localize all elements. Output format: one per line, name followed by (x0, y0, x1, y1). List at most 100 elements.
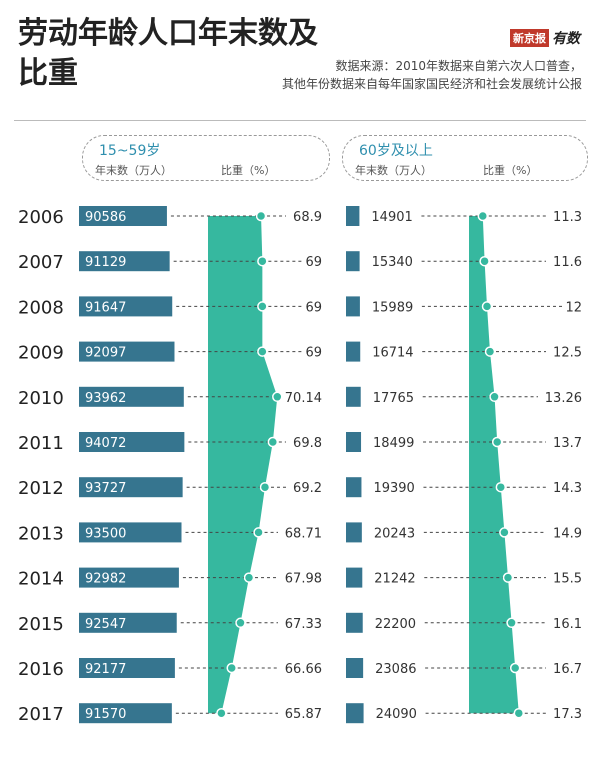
year-label-2006: 2006 (18, 207, 64, 228)
share-area-working-age (208, 216, 278, 714)
share-label-working-age-2017: 65.87 (285, 707, 322, 722)
count-label-elderly-2010: 17765 (373, 391, 414, 406)
share-point-elderly-2010 (489, 391, 500, 403)
group-title-elderly: 60岁及以上 (359, 143, 433, 159)
count-bar-elderly-2012 (346, 477, 362, 498)
count-bar-working-age-2017 (79, 703, 172, 724)
share-label-elderly-2007: 11.6 (553, 255, 582, 270)
count-label-elderly-2006: 14901 (371, 210, 412, 225)
count-bar-working-age-2011 (79, 432, 185, 452)
share-label-elderly-2016: 16.7 (553, 662, 582, 677)
share-label-elderly-2006: 11.3 (553, 210, 582, 225)
count-label-elderly-2007: 15340 (372, 255, 413, 270)
year-label-2012: 2012 (18, 478, 64, 499)
share-point-working-age-2016 (226, 662, 237, 674)
count-bar-working-age-2016 (79, 658, 175, 678)
share-label-elderly-2017: 17.3 (553, 707, 582, 722)
share-point-working-age-2010 (272, 391, 283, 403)
share-label-elderly-2014: 15.5 (553, 572, 582, 587)
share-label-elderly-2010: 13.26 (545, 391, 582, 406)
count-bar-elderly-2007 (346, 251, 360, 272)
share-label-elderly: 比重（%） (483, 164, 538, 177)
count-bar-working-age-2006 (79, 206, 167, 226)
count-label-elderly-2013: 20243 (374, 526, 415, 541)
year-label-2016: 2016 (18, 659, 64, 680)
count-bar-elderly-2016 (346, 658, 364, 678)
share-point-elderly-2012 (495, 481, 507, 493)
share-label-working-age-2012: 69.2 (293, 481, 322, 496)
year-label-2015: 2015 (18, 614, 64, 635)
share-label-elderly-2011: 13.7 (553, 436, 582, 451)
count-label-working-age-2009: 92097 (85, 346, 126, 361)
count-label-working-age-2013: 93500 (85, 526, 126, 541)
brand-logo: 新京报 有数 (510, 28, 580, 48)
share-label-elderly-2015: 16.1 (553, 617, 582, 632)
share-label-working-age-2015: 67.33 (285, 617, 322, 632)
share-point-working-age-2008 (257, 301, 268, 312)
count-bar-elderly-2015 (346, 612, 363, 633)
count-label-elderly-2014: 21242 (374, 572, 415, 587)
share-point-working-age-2015 (235, 617, 246, 629)
share-point-elderly-2008 (481, 301, 493, 312)
share-label-elderly-2008: 12 (565, 300, 582, 315)
count-bar-working-age-2012 (79, 477, 183, 498)
page-title: 劳动年龄人口年末数及比重 (18, 16, 318, 91)
count-bar-elderly-2011 (346, 432, 362, 452)
count-label-elderly-2016: 23086 (375, 662, 416, 677)
share-point-elderly-2014 (502, 572, 514, 583)
count-bar-elderly-2017 (346, 703, 364, 724)
count-label-working-age-2016: 92177 (85, 662, 126, 677)
count-label-elderly-2009: 16714 (372, 346, 413, 361)
count-label-working-age: 年末数（万人） (95, 164, 172, 177)
share-label-working-age-2010: 70.14 (285, 391, 322, 406)
count-label-working-age-2010: 93962 (85, 391, 126, 406)
count-label-working-age-2015: 92547 (85, 617, 126, 632)
count-label-working-age-2011: 94072 (85, 436, 126, 451)
share-label-working-age-2013: 68.71 (285, 526, 322, 541)
share-point-working-age-2012 (259, 481, 271, 493)
data-source: 数据来源：2010年数据来自第六次人口普查， 其他年份数据来自每年国家国民经济和… (252, 57, 582, 93)
count-label-elderly-2012: 19390 (373, 481, 414, 496)
count-bar-working-age-2014 (79, 567, 179, 588)
count-bar-working-age-2010 (79, 386, 184, 407)
count-bar-working-age-2009 (79, 341, 175, 362)
share-label-working-age-2008: 69 (305, 300, 322, 315)
header-divider (14, 120, 586, 121)
share-point-working-age-2011 (267, 436, 279, 448)
year-label-2008: 2008 (18, 297, 64, 318)
count-bar-elderly-2014 (346, 567, 363, 588)
share-point-working-age-2017 (216, 707, 227, 719)
count-label-elderly-2011: 18499 (373, 436, 414, 451)
share-label-elderly-2012: 14.3 (553, 481, 582, 496)
share-point-elderly-2016 (509, 662, 521, 674)
year-label-2014: 2014 (18, 569, 64, 590)
share-point-working-age-2006 (255, 210, 267, 222)
share-point-elderly-2009 (484, 346, 496, 357)
data-source-line-1: 数据来源：2010年数据来自第六次人口普查， (335, 59, 582, 73)
year-label-2011: 2011 (18, 433, 64, 454)
share-point-working-age-2007 (257, 255, 268, 267)
count-label-elderly-2015: 22200 (375, 617, 416, 632)
count-label-working-age-2014: 92982 (85, 572, 126, 587)
share-point-elderly-2011 (491, 436, 503, 448)
count-bar-elderly-2010 (346, 386, 361, 407)
share-label-working-age-2014: 67.98 (285, 572, 322, 587)
year-label-2010: 2010 (18, 388, 64, 409)
year-label-2013: 2013 (18, 523, 64, 544)
share-label-working-age-2006: 68.9 (293, 210, 322, 225)
share-label-working-age-2009: 69 (305, 346, 322, 361)
count-bar-working-age-2007 (79, 251, 170, 272)
share-point-elderly-2007 (479, 255, 490, 267)
data-source-line-2: 其他年份数据来自每年国家国民经济和社会发展统计公报 (281, 77, 582, 91)
share-point-elderly-2017 (513, 707, 525, 719)
share-label-elderly-2009: 12.5 (553, 346, 582, 361)
count-bar-elderly-2008 (346, 296, 360, 317)
count-label-working-age-2017: 91570 (85, 707, 126, 722)
brand-name-2: 有数 (552, 31, 580, 47)
share-area-elderly (469, 216, 519, 714)
year-label-2009: 2009 (18, 343, 64, 364)
share-label-elderly-2013: 14.9 (553, 526, 582, 541)
share-label-working-age: 比重（%） (221, 164, 276, 177)
share-point-elderly-2015 (506, 617, 517, 629)
